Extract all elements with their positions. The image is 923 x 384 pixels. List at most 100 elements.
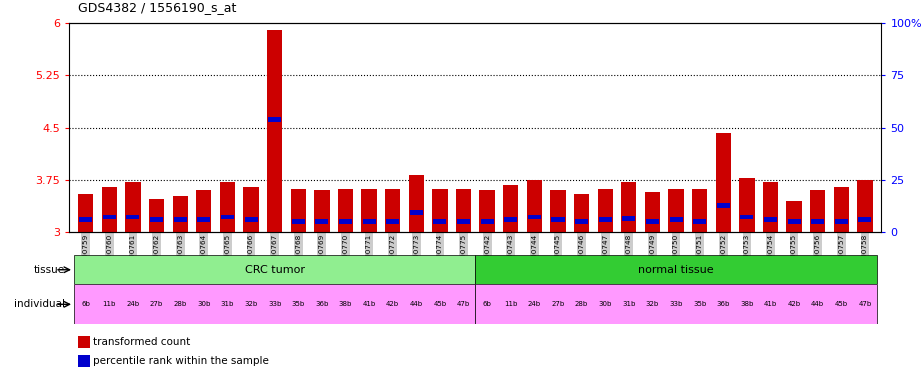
Bar (787, 219, 800, 224)
Bar (575, 219, 588, 224)
Bar (646, 219, 659, 224)
Bar (339, 219, 352, 224)
Bar (527, 180, 542, 232)
Text: CRC tumor: CRC tumor (245, 265, 305, 275)
Text: 42b: 42b (787, 301, 800, 307)
Text: 36b: 36b (315, 301, 329, 307)
Bar (316, 219, 329, 224)
Bar (245, 217, 258, 222)
Bar (362, 189, 377, 232)
Bar (858, 217, 871, 222)
Bar (715, 133, 731, 232)
Bar (693, 219, 706, 224)
Text: 30b: 30b (598, 301, 612, 307)
Text: normal tissue: normal tissue (638, 265, 713, 275)
Text: 33b: 33b (669, 301, 683, 307)
Bar (314, 190, 330, 232)
Text: 24b: 24b (126, 301, 139, 307)
Bar (434, 219, 447, 224)
Text: 30b: 30b (198, 301, 210, 307)
Bar (292, 219, 305, 224)
Text: 6b: 6b (483, 301, 492, 307)
Bar (481, 219, 494, 224)
Bar (102, 215, 116, 219)
Bar (268, 117, 282, 122)
Bar (149, 199, 164, 232)
Bar (717, 204, 730, 208)
Text: 27b: 27b (150, 301, 163, 307)
Text: percentile rank within the sample: percentile rank within the sample (93, 356, 270, 366)
Bar (599, 217, 612, 222)
Bar (504, 217, 517, 222)
Bar (692, 189, 707, 232)
Bar (174, 217, 186, 222)
Bar (645, 192, 660, 232)
Bar (597, 189, 613, 232)
Bar (810, 190, 825, 232)
Bar (173, 196, 188, 232)
Text: 38b: 38b (339, 301, 353, 307)
Text: 44b: 44b (410, 301, 423, 307)
Bar (457, 219, 470, 224)
Bar (385, 189, 401, 232)
Bar (857, 180, 872, 232)
Bar (126, 182, 140, 232)
Bar (150, 217, 163, 222)
Bar (267, 30, 282, 232)
Text: 35b: 35b (693, 301, 706, 307)
Bar (740, 215, 753, 219)
Text: 27b: 27b (551, 301, 565, 307)
Text: 32b: 32b (245, 301, 258, 307)
Bar (338, 189, 354, 232)
Bar (220, 182, 235, 232)
Bar (834, 219, 848, 224)
Bar (550, 190, 566, 232)
Text: tissue: tissue (33, 265, 65, 275)
Bar (291, 189, 306, 232)
Bar (668, 189, 684, 232)
Bar (479, 190, 495, 232)
Bar (410, 210, 423, 215)
Text: 32b: 32b (646, 301, 659, 307)
Text: transformed count: transformed count (93, 337, 190, 347)
Text: 31b: 31b (221, 301, 234, 307)
Bar (762, 182, 778, 232)
Text: 31b: 31b (622, 301, 636, 307)
Text: 36b: 36b (716, 301, 730, 307)
Text: 42b: 42b (386, 301, 400, 307)
Bar (363, 219, 376, 224)
Bar (78, 194, 93, 232)
Bar (475, 255, 877, 284)
Bar (386, 219, 400, 224)
Text: 47b: 47b (457, 301, 470, 307)
Bar (739, 178, 754, 232)
Bar (456, 189, 472, 232)
Text: 11b: 11b (504, 301, 518, 307)
Text: 38b: 38b (740, 301, 753, 307)
Bar (221, 215, 234, 219)
Bar (79, 217, 92, 222)
Bar (811, 219, 824, 224)
Text: 11b: 11b (102, 301, 116, 307)
Text: individual: individual (14, 299, 65, 310)
Bar (621, 182, 637, 232)
Text: 47b: 47b (858, 301, 871, 307)
Bar (622, 216, 635, 221)
Bar (669, 217, 683, 222)
Bar (78, 336, 90, 348)
Bar (503, 185, 519, 232)
Text: 45b: 45b (434, 301, 447, 307)
Bar (475, 284, 877, 324)
Bar (74, 255, 475, 284)
Text: 28b: 28b (174, 301, 186, 307)
Bar (528, 215, 541, 219)
Text: 35b: 35b (292, 301, 305, 307)
Text: 6b: 6b (81, 301, 90, 307)
Bar (786, 201, 802, 232)
Bar (833, 187, 849, 232)
Bar (74, 284, 475, 324)
Bar (409, 175, 424, 232)
Text: 41b: 41b (363, 301, 376, 307)
Bar (551, 217, 565, 222)
Bar (432, 189, 448, 232)
